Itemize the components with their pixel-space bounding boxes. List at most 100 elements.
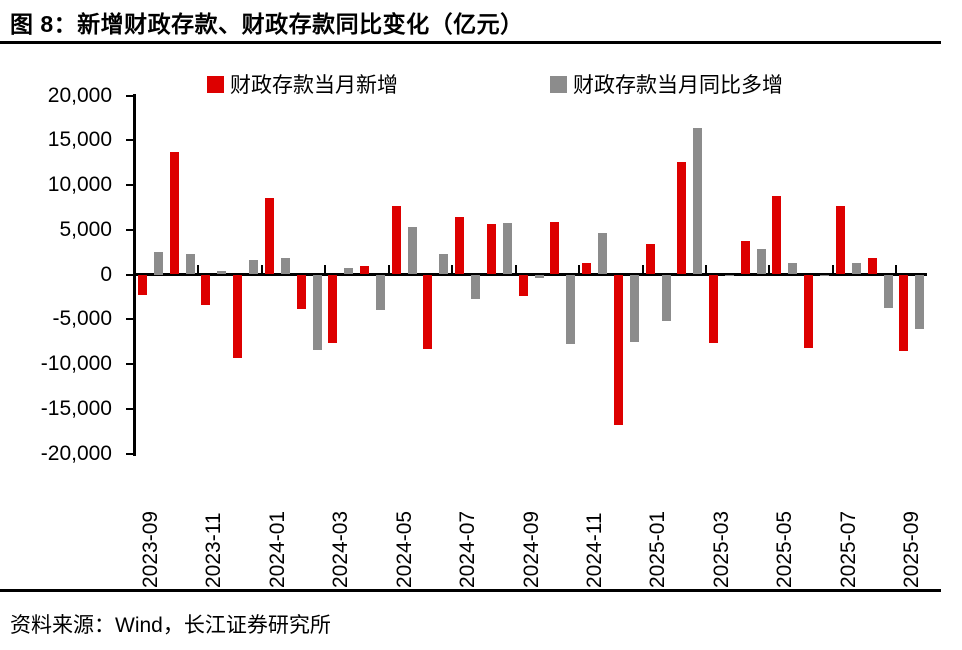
bar-monthly-new — [899, 274, 909, 351]
x-tick-label: 2024-07 — [456, 510, 480, 588]
figure-title: 图 8：新增财政存款、财政存款同比变化（亿元） — [10, 11, 524, 37]
bar-yoy-extra — [344, 268, 354, 275]
bar-monthly-new — [455, 217, 465, 275]
x-tick-label: 2024-11 — [582, 512, 606, 588]
bar-monthly-new — [360, 266, 370, 275]
x-axis-zero-line — [133, 273, 927, 276]
y-tick-label: -20,000 — [40, 441, 112, 465]
x-tick-label: 2023-09 — [138, 510, 162, 588]
x-tick-label: 2025-05 — [773, 510, 797, 588]
bar-yoy-extra — [629, 274, 639, 342]
legend-item-monthly-new: 财政存款当月新增 — [207, 69, 398, 99]
bar-yoy-extra — [185, 253, 195, 275]
x-axis-tick — [387, 265, 390, 274]
x-axis-tick — [197, 265, 200, 274]
bar-monthly-new — [677, 161, 687, 275]
legend-swatch-red — [207, 75, 224, 93]
bar-yoy-extra — [598, 233, 608, 275]
x-tick-label: 2023-11 — [202, 512, 226, 588]
bar-monthly-new — [867, 258, 877, 275]
y-axis-tick — [126, 94, 135, 97]
y-tick-label: -15,000 — [40, 396, 112, 420]
x-tick-label: 2024-03 — [329, 510, 353, 588]
bar-monthly-new — [486, 224, 496, 275]
bar-monthly-new — [708, 274, 718, 344]
y-tick-label: 5,000 — [59, 217, 112, 241]
y-axis-tick — [126, 273, 135, 276]
x-tick-label: 2025-09 — [900, 510, 924, 588]
bar-monthly-new — [391, 206, 401, 275]
y-axis-tick — [126, 139, 135, 142]
x-axis-tick — [895, 265, 898, 274]
bar-monthly-new — [264, 197, 274, 275]
y-tick-label: 20,000 — [47, 83, 112, 107]
bar-monthly-new — [328, 274, 338, 344]
y-axis-tick — [126, 407, 135, 410]
source-note: 资料来源：Wind，长江证券研究所 — [10, 614, 331, 637]
bar-monthly-new — [201, 274, 211, 305]
bar-yoy-extra — [915, 274, 925, 330]
y-tick-label: -5,000 — [52, 307, 112, 331]
y-tick-label: 15,000 — [47, 128, 112, 152]
bar-monthly-new — [169, 151, 179, 275]
x-axis-tick — [641, 265, 644, 274]
x-axis-tick — [704, 265, 707, 274]
x-axis-tick — [451, 265, 454, 274]
x-tick-label: 2025-07 — [836, 510, 860, 588]
bar-yoy-extra — [883, 274, 893, 308]
bar-yoy-extra — [502, 223, 512, 275]
x-axis-tick — [514, 265, 517, 274]
bar-monthly-new — [423, 274, 433, 349]
bar-monthly-new — [835, 206, 845, 275]
bar-yoy-extra — [280, 258, 290, 275]
bar-monthly-new — [582, 262, 592, 275]
x-tick-label: 2025-03 — [709, 510, 733, 588]
x-axis-tick — [768, 265, 771, 274]
bar-yoy-extra — [154, 252, 163, 275]
bar-monthly-new — [772, 195, 782, 275]
bar-yoy-extra — [249, 260, 259, 275]
legend-label-yoy-extra: 财政存款当月同比多增 — [573, 74, 783, 97]
title-divider — [0, 41, 941, 44]
legend-swatch-gray — [550, 75, 567, 93]
bar-yoy-extra — [217, 270, 227, 275]
y-axis-tick — [126, 228, 135, 231]
x-axis-tick — [578, 265, 581, 274]
legend-label-monthly-new: 财政存款当月新增 — [230, 74, 398, 97]
y-axis-tick — [126, 452, 135, 455]
legend-item-yoy-extra: 财政存款当月同比多增 — [550, 69, 783, 99]
bar-yoy-extra — [407, 227, 417, 275]
bar-yoy-extra — [851, 262, 861, 275]
x-tick-label: 2024-09 — [519, 510, 543, 588]
bar-yoy-extra — [661, 274, 671, 322]
bar-monthly-new — [804, 274, 814, 348]
bar-yoy-extra — [820, 274, 830, 276]
bar-yoy-extra — [471, 274, 481, 299]
bar-yoy-extra — [534, 274, 544, 279]
x-axis-tick — [831, 265, 834, 274]
x-tick-label: 2024-05 — [392, 510, 416, 588]
y-axis-tick — [126, 318, 135, 321]
x-tick-label: 2024-01 — [265, 510, 289, 588]
bar-monthly-new — [550, 221, 560, 275]
y-tick-label: 0 — [100, 262, 112, 286]
bar-monthly-new — [518, 274, 528, 296]
bar-yoy-extra — [439, 253, 449, 275]
bar-yoy-extra — [788, 262, 798, 275]
bar-monthly-new — [138, 274, 147, 296]
y-tick-label: 10,000 — [47, 173, 112, 196]
y-axis-tick — [126, 184, 135, 186]
x-tick-label: 2025-01 — [646, 510, 670, 588]
y-tick-label: -10,000 — [40, 352, 112, 375]
bar-monthly-new — [296, 274, 306, 309]
x-axis-tick — [324, 265, 327, 274]
bar-monthly-new — [233, 274, 243, 358]
bar-monthly-new — [613, 274, 623, 425]
bar-yoy-extra — [566, 274, 576, 345]
y-axis-tick — [126, 363, 135, 365]
bar-yoy-extra — [693, 127, 703, 275]
bar-monthly-new — [740, 241, 750, 275]
bar-monthly-new — [645, 244, 655, 275]
